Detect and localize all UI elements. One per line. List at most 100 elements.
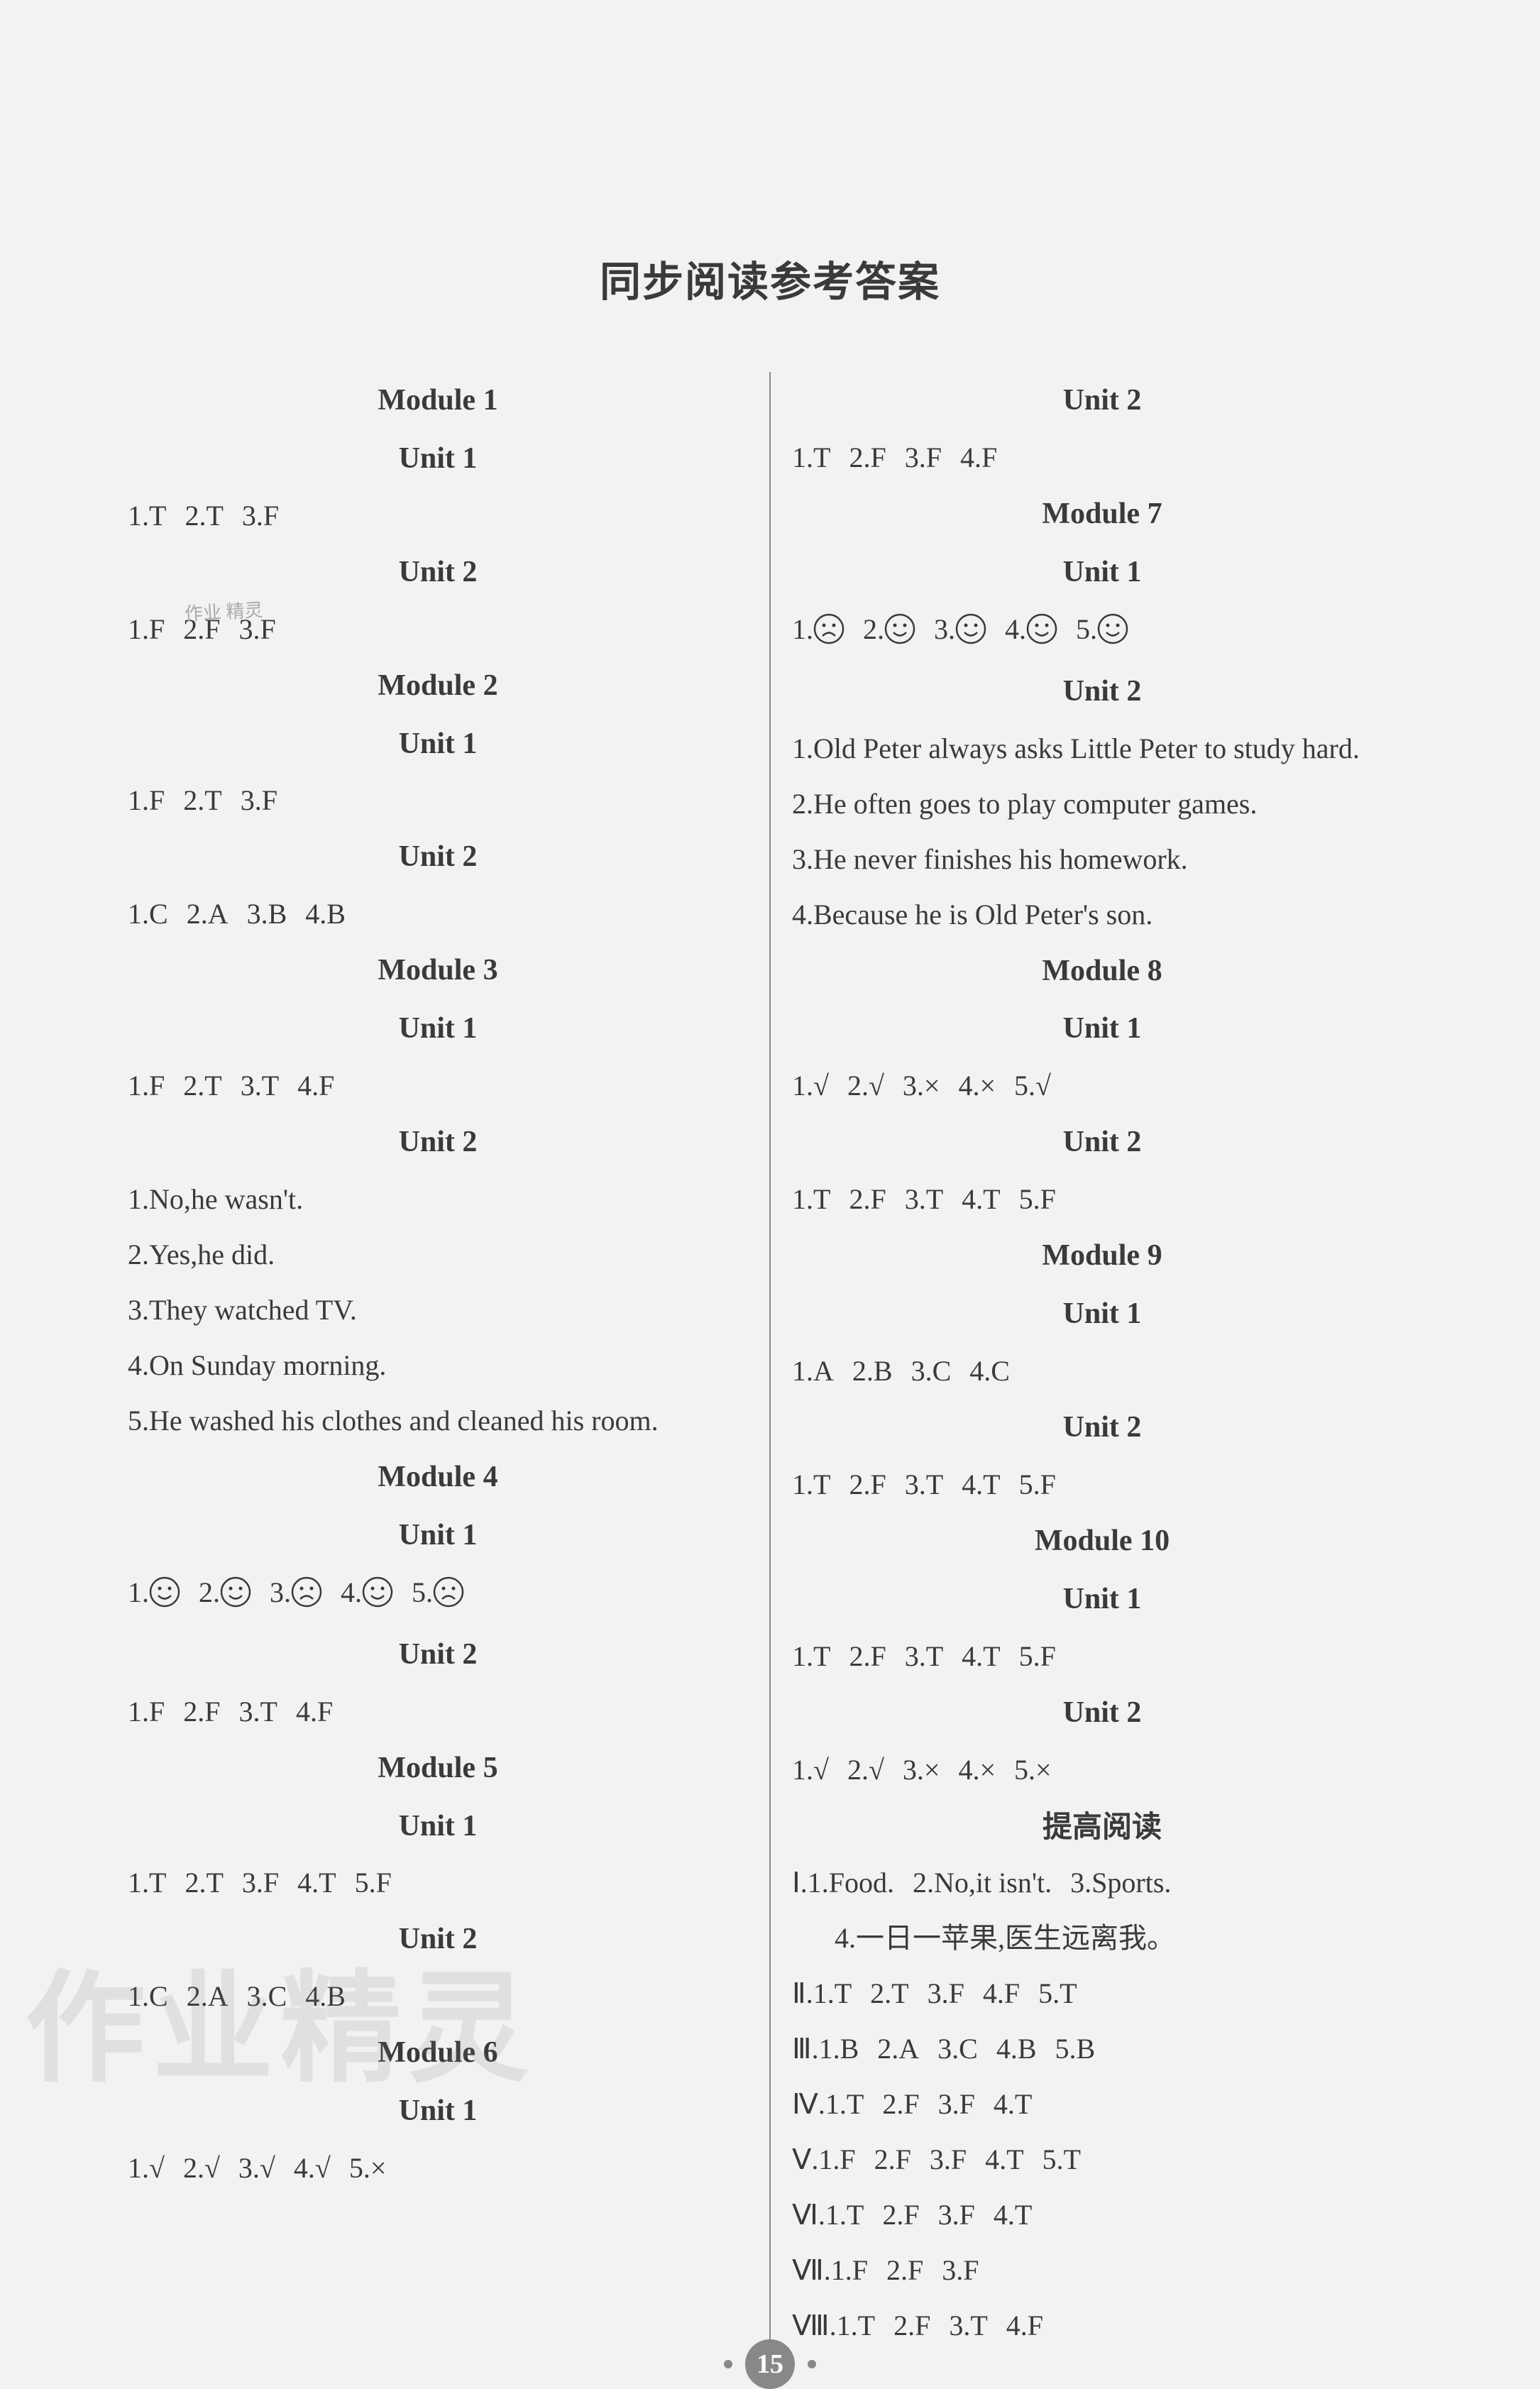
answer-text: 2.Yes,he did. bbox=[128, 1227, 748, 1283]
unit-heading: Unit 1 bbox=[792, 1000, 1412, 1058]
answer-item: 1.C bbox=[128, 1969, 168, 2024]
answer-item: 4.T bbox=[994, 2187, 1032, 2243]
answer-item: 5. bbox=[1076, 602, 1128, 663]
answer-item: 3.B bbox=[247, 886, 287, 942]
module-heading: Module 4 bbox=[128, 1449, 748, 1507]
answer-item: 3.F bbox=[242, 1855, 279, 1911]
answer-line: 1.T2.T3.F bbox=[128, 488, 748, 544]
answer-item: 4. bbox=[1005, 602, 1057, 663]
answer-item: 4.F bbox=[296, 1684, 333, 1740]
watermark-small: 作业 精灵 bbox=[184, 601, 263, 624]
answer-item: 4.F bbox=[960, 430, 997, 485]
answer-item: Ⅴ.1.F bbox=[792, 2132, 856, 2187]
answer-item: 1.T bbox=[792, 430, 830, 485]
right-column: Unit 21.T2.F3.F4.FModule 7Unit 11.2.3.4.… bbox=[771, 372, 1412, 2354]
answer-item: 1.F bbox=[128, 1684, 165, 1740]
module-heading: Module 6 bbox=[128, 2024, 748, 2082]
answer-item: 5.B bbox=[1055, 2021, 1096, 2077]
answer-item: 3.√ bbox=[238, 2141, 275, 2196]
answer-line: Ⅴ.1.F2.F3.F4.T5.T bbox=[792, 2132, 1412, 2187]
unit-heading: Unit 2 bbox=[128, 544, 748, 602]
answer-item: 5.√ bbox=[1014, 1058, 1051, 1114]
answer-item: 1.√ bbox=[792, 1058, 829, 1114]
answer-text: 4.On Sunday morning. bbox=[128, 1338, 748, 1393]
answer-text: 5.He washed his clothes and cleaned his … bbox=[128, 1393, 748, 1449]
unit-heading: Unit 2 bbox=[128, 828, 748, 886]
answer-item: 5.F bbox=[1019, 1629, 1056, 1684]
smile-face-icon bbox=[884, 608, 915, 663]
module-heading: Module 3 bbox=[128, 942, 748, 1000]
answer-item: 3.T bbox=[949, 2298, 987, 2354]
answer-line: 1.T2.F3.T4.T5.F bbox=[792, 1172, 1412, 1227]
answer-item: 2. bbox=[199, 1565, 251, 1626]
answer-item: 3.F bbox=[928, 1966, 964, 2021]
answer-line: 1.A2.B3.C4.C bbox=[792, 1344, 1412, 1399]
answer-line: Ⅳ.1.T2.F3.F4.T bbox=[792, 2077, 1412, 2132]
answer-item: 3.T bbox=[905, 1172, 943, 1227]
answer-text: 3.He never finishes his homework. bbox=[792, 832, 1412, 887]
answer-item: 4.T bbox=[962, 1457, 1000, 1512]
answer-item: 5.F bbox=[1019, 1457, 1056, 1512]
answer-line: 1.F2.T3.F bbox=[128, 773, 748, 828]
answer-item: Ⅷ.1.T bbox=[792, 2298, 875, 2354]
answer-item: 3.T bbox=[241, 1058, 279, 1114]
answer-item: Ⅱ.1.T bbox=[792, 1966, 852, 2021]
answer-line: 1.F2.T3.T4.F bbox=[128, 1058, 748, 1114]
module-heading: Module 7 bbox=[792, 485, 1412, 544]
answer-line: 1.T2.T3.F4.T5.F bbox=[128, 1855, 748, 1911]
unit-heading: Unit 1 bbox=[128, 715, 748, 774]
module-heading: Module 2 bbox=[128, 657, 748, 715]
answer-item: Ⅳ.1.T bbox=[792, 2077, 864, 2132]
answer-line: 1.T2.F3.T4.T5.F bbox=[792, 1457, 1412, 1512]
answer-item: 1.C bbox=[128, 886, 168, 942]
answer-item: 2.F bbox=[886, 2243, 923, 2298]
answer-item: 5. bbox=[412, 1565, 464, 1626]
answer-item: 5.× bbox=[349, 2141, 387, 2196]
answer-text: 1.No,he wasn't. bbox=[128, 1172, 748, 1227]
page-number-badge: 15 bbox=[745, 2339, 795, 2389]
answer-item: 3.T bbox=[239, 1684, 277, 1740]
answer-item: 2.T bbox=[183, 1058, 221, 1114]
answer-item: 3.F bbox=[938, 2187, 975, 2243]
module-heading: Module 8 bbox=[792, 943, 1412, 1001]
answer-text: 3.They watched TV. bbox=[128, 1283, 748, 1338]
answer-item: 3.T bbox=[905, 1629, 943, 1684]
answer-item: 4.T bbox=[985, 2132, 1023, 2187]
answer-item: 5.× bbox=[1014, 1742, 1052, 1798]
answer-item: 2.√ bbox=[847, 1058, 884, 1114]
answer-text: 2.He often goes to play computer games. bbox=[792, 776, 1412, 832]
answer-line: 1.F 2.F 3.T 4.F bbox=[128, 1684, 748, 1740]
answer-item: 2.F bbox=[183, 1684, 220, 1740]
sad-face-icon bbox=[291, 1571, 322, 1626]
answer-item: 2.A bbox=[187, 1969, 229, 2024]
answer-item: 2.√ bbox=[847, 1742, 884, 1798]
unit-heading: Unit 2 bbox=[792, 1114, 1412, 1172]
answer-item: 4. bbox=[341, 1565, 393, 1626]
answer-item: 2.F bbox=[882, 2187, 919, 2243]
answer-item: 2. bbox=[863, 602, 915, 663]
answer-item: 3.C bbox=[911, 1344, 952, 1399]
answer-line: Ⅶ.1.F2.F3.F bbox=[792, 2243, 1412, 2298]
answer-item: 1.T bbox=[128, 1855, 166, 1911]
module-heading: Module 10 bbox=[792, 1512, 1412, 1571]
answer-item: 2.F bbox=[849, 1172, 886, 1227]
unit-heading: Unit 1 bbox=[128, 1507, 748, 1565]
smile-face-icon bbox=[362, 1571, 393, 1626]
answer-line: 1.C2.A3.C4.B bbox=[128, 1969, 748, 2024]
answer-item: 1.√ bbox=[128, 2141, 165, 2196]
answer-item: 4.B bbox=[305, 1969, 346, 2024]
answer-item: 4.C bbox=[969, 1344, 1010, 1399]
answer-item: 2.F bbox=[882, 2077, 919, 2132]
answer-text: 4.一日一苹果,医生远离我。 bbox=[792, 1911, 1412, 1966]
answer-item: 4.F bbox=[983, 1966, 1020, 2021]
answer-item: 4.√ bbox=[294, 2141, 331, 2196]
answer-item: 5.T bbox=[1038, 1966, 1077, 2021]
answer-line: Ⅵ.1.T2.F3.F4.T bbox=[792, 2187, 1412, 2243]
answer-line: Ⅰ.1.Food.2.No,it isn't.3.Sports. bbox=[792, 1855, 1412, 1911]
answer-item: 2.T bbox=[185, 488, 223, 544]
answer-line: Ⅱ.1.T2.T3.F4.F5.T bbox=[792, 1966, 1412, 2021]
answer-item: 1.F bbox=[128, 602, 165, 657]
smile-face-icon bbox=[149, 1571, 180, 1626]
answer-item: 3.× bbox=[903, 1058, 940, 1114]
answer-item: 3.Sports. bbox=[1070, 1855, 1171, 1911]
